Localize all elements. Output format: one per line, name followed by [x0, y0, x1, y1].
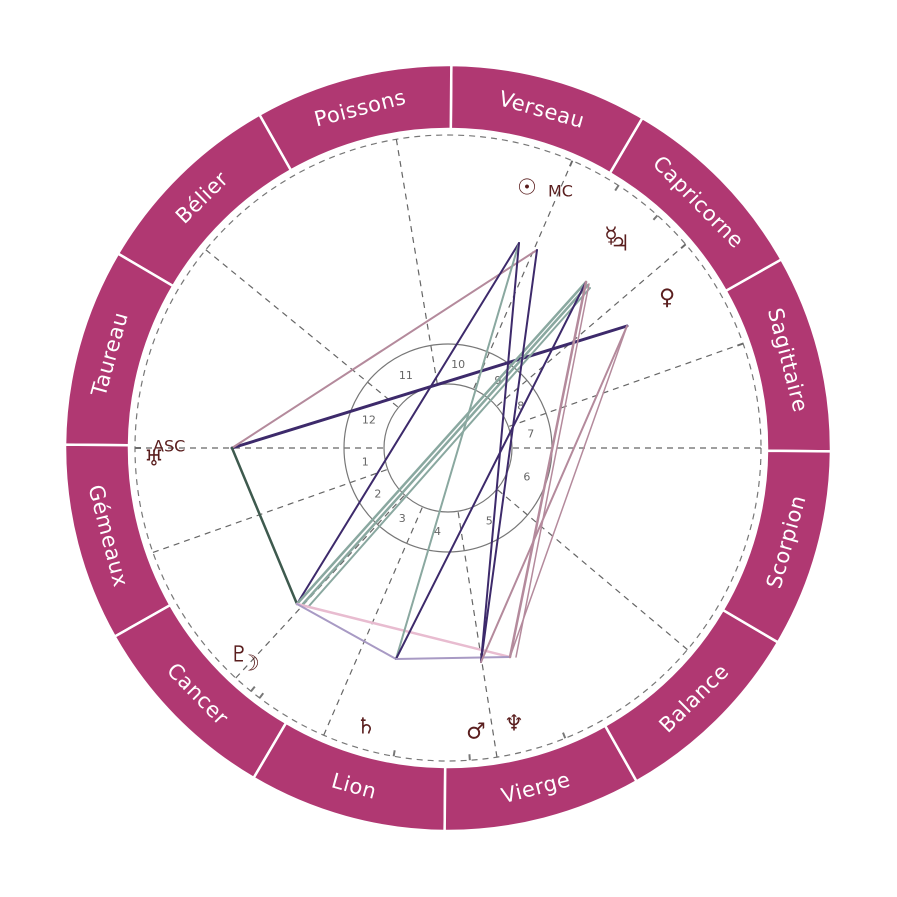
house-inner-circle — [383, 383, 513, 513]
house-number: 1 — [362, 456, 369, 469]
aspect-line-teal — [308, 287, 591, 607]
aspect-lines — [230, 242, 629, 663]
zodiac-ring: SagittaireCapricorneVerseauPoissonsBélie… — [63, 63, 833, 833]
house-cusp-9 — [496, 243, 687, 407]
planet-mars-icon: ♂ — [466, 720, 486, 745]
aspect-line-teal — [295, 280, 588, 606]
house-circles: 123456789101112 — [343, 343, 553, 553]
house-cusp-11 — [395, 139, 439, 385]
planet-tick — [652, 214, 659, 221]
house-number: 4 — [434, 525, 441, 538]
aspect-line-dark_green — [230, 446, 299, 606]
aspect-line-lavender — [296, 603, 397, 660]
planet-tick — [562, 732, 567, 739]
house-number: 10 — [451, 358, 465, 371]
house-number: 7 — [527, 427, 534, 440]
aspect-line-lavender — [395, 656, 511, 660]
planet-neptune-icon: ♆ — [504, 712, 524, 737]
aspect-line-mauve — [509, 325, 628, 658]
house-number: 11 — [399, 369, 413, 382]
house-cusp-4 — [323, 506, 424, 736]
angle-label-mc: MC — [548, 182, 573, 201]
house-number: 6 — [523, 470, 530, 483]
planet-tick — [250, 685, 256, 692]
house-cusp-12 — [205, 249, 399, 408]
aspect-line-mauve — [480, 325, 628, 663]
house-number: 8 — [517, 399, 524, 412]
aspect-line-teal — [395, 242, 520, 660]
planet-jupiter-icon: ♃ — [610, 232, 630, 257]
planet-lune-icon: ☽ — [240, 652, 260, 677]
aspect-line-teal — [301, 283, 590, 606]
house-number: 12 — [362, 413, 376, 426]
aspect-line-dark_purple — [480, 242, 520, 663]
planet-mercure-icon: ☿ — [604, 224, 618, 249]
house-number: 5 — [486, 515, 493, 528]
planet-glyphs: ☉ ☿♃ ♀ ♅ ♇☽ ♄ ♂ ♆ ASC MC — [144, 176, 675, 745]
house-number: 2 — [374, 488, 381, 501]
planet-tick — [392, 750, 396, 757]
aspect-line-dark_purple — [395, 281, 587, 660]
aspect-line-dark_purple — [296, 242, 520, 605]
house-cusp-5 — [457, 511, 498, 758]
house-number: 3 — [399, 512, 406, 525]
planet-saturne-icon: ♄ — [356, 715, 376, 740]
planet-vénus-icon: ♀ — [659, 286, 675, 311]
aspect-line-mauve — [515, 283, 590, 658]
planet-uranus-icon: ♅ — [144, 447, 164, 472]
aspect-line-mauve — [508, 280, 588, 659]
aspect-line-dark_purple — [480, 249, 538, 663]
planet-soleil-icon: ☉ — [517, 176, 537, 201]
house-cusp-2 — [152, 468, 388, 554]
house-cusp-8 — [508, 342, 744, 428]
sign-segment-11 — [721, 449, 833, 645]
planet-tick — [258, 692, 265, 699]
planet-tick — [614, 184, 620, 192]
house-cusp-10 — [472, 160, 573, 390]
planet-pluton-icon: ♇ — [229, 643, 249, 668]
aspect-line-mauve — [231, 249, 538, 449]
angle-label-asc: ASC — [153, 437, 185, 456]
house-cusp-6 — [496, 488, 688, 651]
